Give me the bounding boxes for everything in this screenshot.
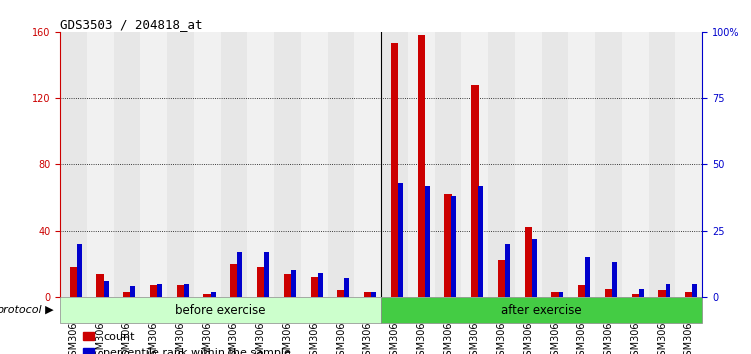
- Text: after exercise: after exercise: [502, 304, 582, 317]
- Bar: [284, 274, 291, 297]
- Bar: [569, 32, 596, 297]
- Bar: [211, 292, 216, 297]
- Bar: [488, 32, 515, 297]
- Bar: [685, 292, 692, 297]
- Bar: [551, 292, 559, 297]
- Bar: [247, 32, 274, 297]
- Bar: [140, 32, 167, 297]
- Bar: [113, 32, 140, 297]
- Bar: [264, 252, 269, 297]
- Bar: [327, 32, 354, 297]
- Bar: [291, 270, 296, 297]
- Bar: [371, 292, 376, 297]
- Bar: [364, 292, 372, 297]
- Bar: [354, 32, 381, 297]
- Bar: [70, 267, 77, 297]
- Bar: [498, 261, 505, 297]
- Bar: [382, 32, 408, 297]
- Bar: [451, 196, 457, 297]
- Bar: [675, 32, 702, 297]
- Bar: [471, 85, 478, 297]
- Bar: [167, 32, 194, 297]
- Bar: [60, 297, 382, 324]
- Bar: [612, 262, 617, 297]
- Bar: [435, 32, 461, 297]
- Bar: [632, 293, 639, 297]
- Legend: count, percentile rank within the sample: count, percentile rank within the sample: [78, 327, 295, 354]
- Bar: [408, 32, 435, 297]
- Bar: [692, 284, 697, 297]
- Text: before exercise: before exercise: [175, 304, 266, 317]
- Bar: [639, 289, 644, 297]
- Bar: [524, 227, 532, 297]
- Bar: [659, 290, 666, 297]
- Bar: [204, 293, 211, 297]
- Bar: [578, 285, 586, 297]
- Bar: [176, 285, 184, 297]
- Bar: [87, 32, 113, 297]
- Bar: [532, 239, 536, 297]
- Bar: [461, 32, 488, 297]
- Bar: [398, 183, 403, 297]
- Bar: [301, 32, 327, 297]
- Bar: [665, 284, 671, 297]
- Bar: [585, 257, 590, 297]
- Bar: [337, 290, 345, 297]
- Bar: [605, 289, 612, 297]
- Bar: [445, 194, 452, 297]
- Bar: [184, 284, 189, 297]
- Bar: [231, 264, 238, 297]
- Bar: [505, 244, 510, 297]
- Bar: [77, 244, 82, 297]
- Bar: [150, 285, 158, 297]
- Bar: [425, 185, 430, 297]
- Bar: [131, 286, 135, 297]
- Bar: [274, 32, 301, 297]
- Bar: [391, 44, 398, 297]
- Bar: [515, 32, 541, 297]
- Bar: [157, 284, 162, 297]
- Bar: [237, 252, 243, 297]
- Bar: [345, 278, 349, 297]
- Bar: [257, 267, 264, 297]
- Text: GDS3503 / 204818_at: GDS3503 / 204818_at: [60, 18, 203, 31]
- Bar: [478, 185, 483, 297]
- Bar: [221, 32, 247, 297]
- Bar: [382, 297, 702, 324]
- Bar: [622, 32, 649, 297]
- Bar: [318, 273, 322, 297]
- Bar: [310, 277, 318, 297]
- Bar: [60, 32, 87, 297]
- Bar: [194, 32, 221, 297]
- Bar: [541, 32, 569, 297]
- Bar: [559, 292, 563, 297]
- Bar: [96, 274, 104, 297]
- Bar: [123, 292, 131, 297]
- Bar: [649, 32, 675, 297]
- Bar: [418, 35, 425, 297]
- Text: protocol ▶: protocol ▶: [0, 305, 53, 315]
- Bar: [104, 281, 108, 297]
- Bar: [596, 32, 622, 297]
